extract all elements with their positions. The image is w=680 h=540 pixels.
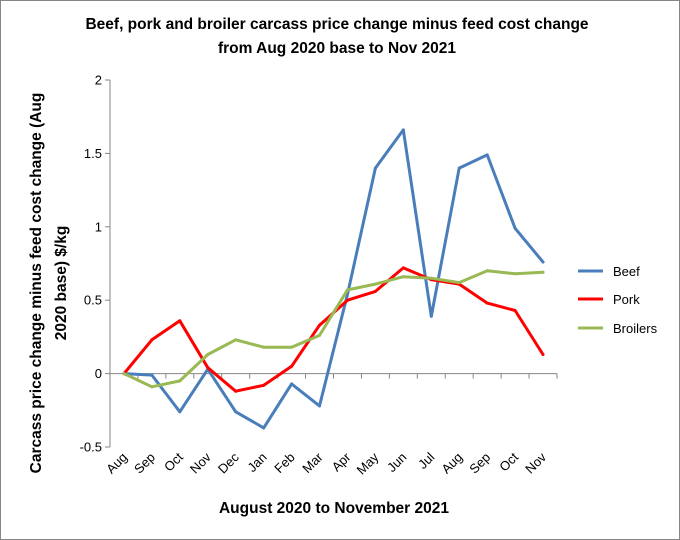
data-point-broilers — [373, 282, 377, 286]
data-point-broilers — [541, 270, 545, 274]
x-tick-label: Apr — [329, 449, 354, 474]
data-point-beef — [457, 166, 461, 170]
x-tick-label: Nov — [522, 449, 549, 476]
axes — [105, 79, 558, 448]
data-point-beef — [234, 410, 238, 414]
data-point-beef — [541, 260, 545, 264]
x-tick-labels: Aug Sep Oct Nov Dec Jan Feb Mar Apr May Jun Jul Aug S… — [103, 449, 549, 477]
chart-title-line-2: from Aug 2020 base to Nov 2021 — [218, 40, 456, 57]
x-tick-label: Dec — [215, 449, 242, 476]
y-axis-title: Carcass price change minus feed cost cha… — [28, 93, 70, 474]
x-tick-label: Jul — [415, 449, 437, 471]
data-point-broilers — [290, 345, 294, 349]
y-tick-label: 1.5 — [84, 146, 102, 161]
x-axis-title: August 2020 to November 2021 — [219, 500, 449, 517]
data-point-broilers — [429, 276, 433, 280]
legend: Beef Pork Broilers — [578, 264, 658, 336]
x-tick-label: Jun — [384, 450, 409, 475]
data-point-pork — [178, 319, 182, 323]
data-point-broilers — [122, 372, 126, 376]
x-tick-label: Oct — [496, 449, 521, 474]
data-point-broilers — [401, 275, 405, 279]
data-point-beef — [401, 128, 405, 132]
data-point-broilers — [318, 333, 321, 337]
data-point-broilers — [485, 269, 489, 273]
x-tick-label: May — [354, 449, 382, 477]
data-point-beef — [290, 382, 294, 386]
legend-label-broilers: Broilers — [613, 321, 658, 336]
legend-label-pork: Pork — [613, 292, 640, 307]
y-axis-title-line-1: Carcass price change minus feed cost cha… — [28, 93, 45, 474]
data-point-broilers — [457, 281, 461, 285]
x-tick-label: Oct — [161, 449, 186, 474]
data-point-pork — [485, 301, 489, 305]
data-point-broilers — [206, 353, 210, 356]
x-tick-label: Nov — [187, 449, 214, 476]
chart-title-line-1: Beef, pork and broiler carcass price cha… — [85, 16, 588, 33]
y-tick-label: -0.5 — [80, 440, 102, 455]
data-point-pork — [290, 364, 294, 368]
data-point-beef — [429, 314, 433, 318]
data-point-beef — [513, 226, 517, 230]
x-tick-label: Feb — [271, 450, 297, 476]
data-point-broilers — [262, 345, 266, 349]
series-line-beef — [122, 128, 545, 430]
data-point-pork — [513, 309, 517, 312]
data-point-pork — [262, 383, 266, 387]
data-point-beef — [150, 373, 154, 377]
x-tick-label: Aug — [103, 450, 130, 477]
data-point-beef — [373, 166, 377, 170]
data-point-beef — [178, 410, 182, 414]
series-lines — [122, 128, 545, 430]
data-point-broilers — [513, 272, 517, 276]
data-point-broilers — [234, 338, 238, 342]
y-tick-label: 1 — [95, 219, 102, 234]
y-tick-label: 2 — [95, 73, 102, 88]
data-point-pork — [318, 323, 321, 327]
x-tick-label: Sep — [131, 450, 158, 477]
y-tick-label: 0 — [95, 366, 102, 381]
y-axis-title-line-2: 2020 base) $/kg — [53, 226, 70, 341]
data-point-beef — [318, 404, 321, 408]
data-point-broilers — [178, 379, 182, 383]
data-point-broilers — [346, 288, 349, 292]
data-point-pork — [206, 366, 210, 370]
data-point-beef — [262, 426, 266, 430]
data-point-broilers — [150, 385, 154, 389]
data-point-pork — [234, 389, 238, 393]
data-point-beef — [485, 153, 489, 157]
data-point-pork — [346, 298, 349, 302]
x-tick-label: Aug — [438, 450, 465, 477]
data-point-pork — [373, 289, 377, 293]
y-tick-label: 0.5 — [84, 293, 102, 308]
x-tick-label: Mar — [299, 449, 326, 476]
series-line-broilers — [122, 269, 545, 389]
y-tick-labels: -0.5 0 0.5 1 1.5 2 — [80, 73, 102, 455]
data-point-pork — [150, 338, 154, 342]
data-point-pork — [401, 266, 405, 270]
x-tick-label: Sep — [466, 450, 493, 477]
legend-label-beef: Beef — [613, 264, 640, 279]
x-tick-label: Jan — [244, 450, 269, 475]
data-point-pork — [541, 353, 545, 356]
